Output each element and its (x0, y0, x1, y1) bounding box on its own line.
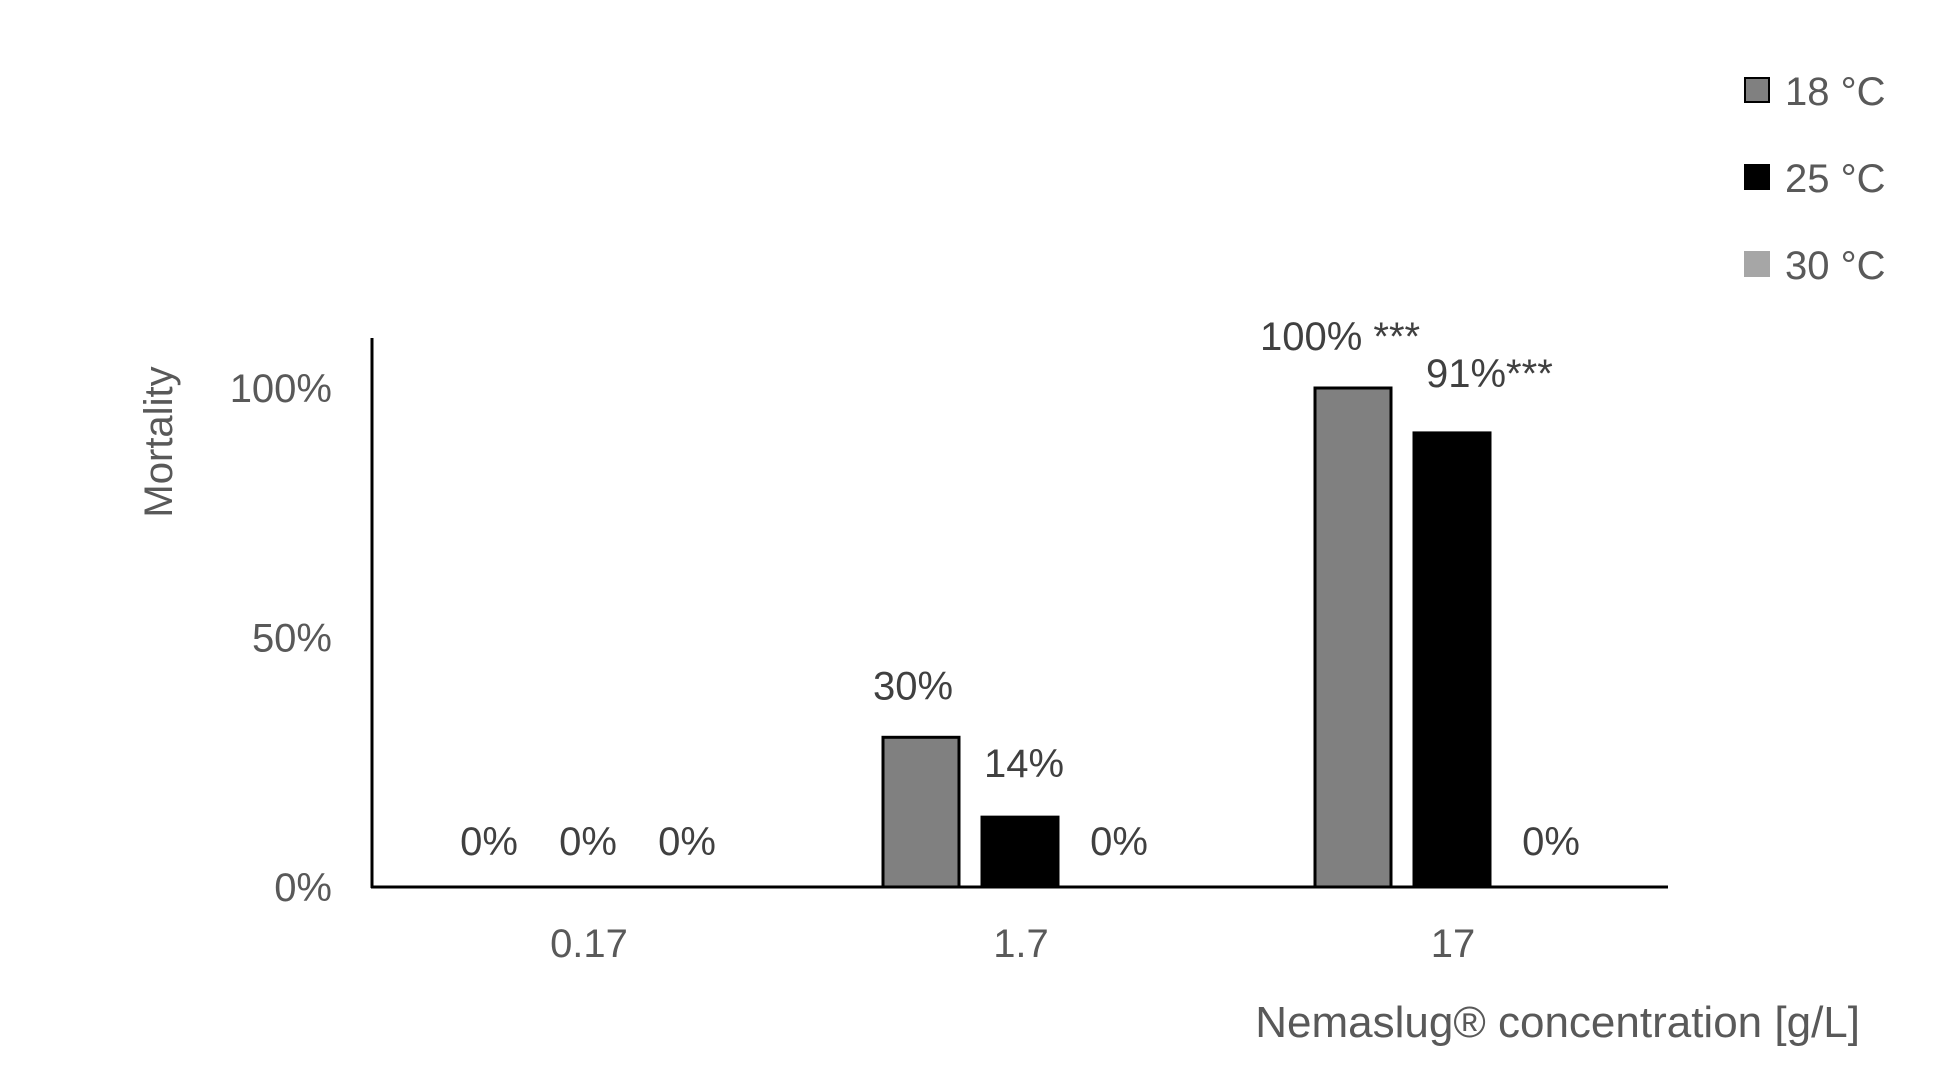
legend-label: 30 °C (1785, 244, 1886, 288)
legend-swatch (1744, 251, 1770, 277)
data-label: 30% (873, 664, 953, 708)
bar (1412, 431, 1492, 889)
data-label: 0% (460, 820, 518, 864)
data-label: 0% (1522, 820, 1580, 864)
legend-label: 25 °C (1785, 157, 1886, 201)
legend-swatch (1744, 77, 1770, 103)
data-label: 91%*** (1426, 352, 1553, 396)
y-tick-label: 50% (252, 617, 332, 661)
x-axis-title: Nemaslug® concentration [g/L] (1255, 998, 1860, 1047)
legend-label: 18 °C (1785, 70, 1886, 114)
y-axis-title: Mortality (137, 366, 181, 517)
y-tick-label: 100% (230, 367, 332, 411)
data-label: 0% (1090, 820, 1148, 864)
x-tick-label: 17 (1431, 922, 1476, 966)
data-label: 0% (658, 820, 716, 864)
y-tick-label: 0% (274, 866, 332, 910)
data-label: 14% (984, 742, 1064, 786)
x-tick-label: 0.17 (550, 922, 628, 966)
legend-swatch (1744, 164, 1770, 190)
data-label: 0% (559, 820, 617, 864)
data-label: 100% *** (1260, 315, 1420, 359)
bar (881, 735, 961, 889)
bar (980, 815, 1060, 889)
x-tick-label: 1.7 (993, 922, 1049, 966)
bar (1313, 386, 1393, 889)
